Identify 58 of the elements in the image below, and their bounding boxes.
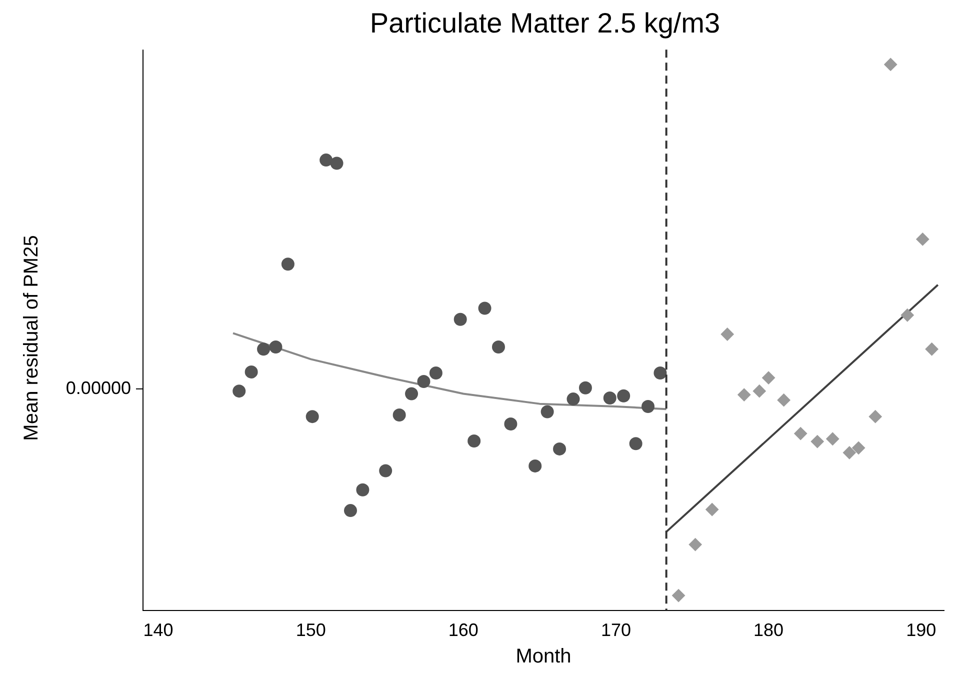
point	[672, 589, 686, 602]
point	[356, 483, 370, 496]
point	[794, 427, 808, 440]
point	[629, 437, 642, 450]
point	[738, 388, 751, 402]
point	[642, 400, 655, 413]
point	[925, 342, 938, 356]
point	[244, 365, 258, 378]
point	[232, 384, 246, 398]
point	[330, 156, 344, 170]
point	[492, 340, 505, 354]
point	[540, 405, 554, 418]
point	[306, 410, 319, 424]
point	[916, 232, 930, 246]
chart-title: Particulate Matter 2.5 kg/m3	[370, 8, 720, 39]
x-tick-label: 160	[448, 620, 478, 640]
point	[454, 312, 467, 326]
point	[617, 389, 630, 402]
x-axis-title: Month	[516, 646, 572, 668]
point	[504, 418, 518, 430]
point	[810, 435, 824, 448]
point	[379, 464, 392, 478]
x-tick-label: 150	[296, 620, 326, 640]
x-tick-label: 140	[143, 620, 174, 640]
point	[868, 410, 882, 424]
point	[688, 538, 702, 552]
point	[281, 258, 294, 271]
y-axis-title: Mean residual of PM25	[20, 235, 44, 441]
point	[752, 384, 766, 398]
point	[852, 441, 866, 454]
point	[392, 408, 406, 422]
point	[720, 328, 734, 341]
point	[842, 446, 856, 460]
point	[777, 394, 790, 407]
point	[528, 459, 542, 472]
point	[900, 308, 914, 322]
point	[884, 58, 898, 71]
point	[553, 442, 566, 456]
point	[405, 387, 418, 400]
point	[478, 302, 492, 315]
point	[762, 371, 776, 384]
point	[654, 366, 667, 380]
point	[269, 340, 282, 354]
x-tick-label: 180	[754, 620, 784, 640]
x-tick-label: 190	[906, 620, 936, 640]
point	[578, 381, 592, 394]
text: 0.00000	[66, 378, 131, 398]
point	[320, 154, 333, 167]
x-tick-label: 170	[600, 620, 631, 640]
point	[429, 366, 442, 380]
point	[603, 391, 616, 404]
point	[417, 375, 430, 388]
point	[468, 434, 481, 448]
point	[344, 504, 357, 518]
point	[706, 503, 719, 516]
point	[257, 342, 270, 356]
point	[566, 392, 580, 406]
point	[826, 432, 840, 446]
